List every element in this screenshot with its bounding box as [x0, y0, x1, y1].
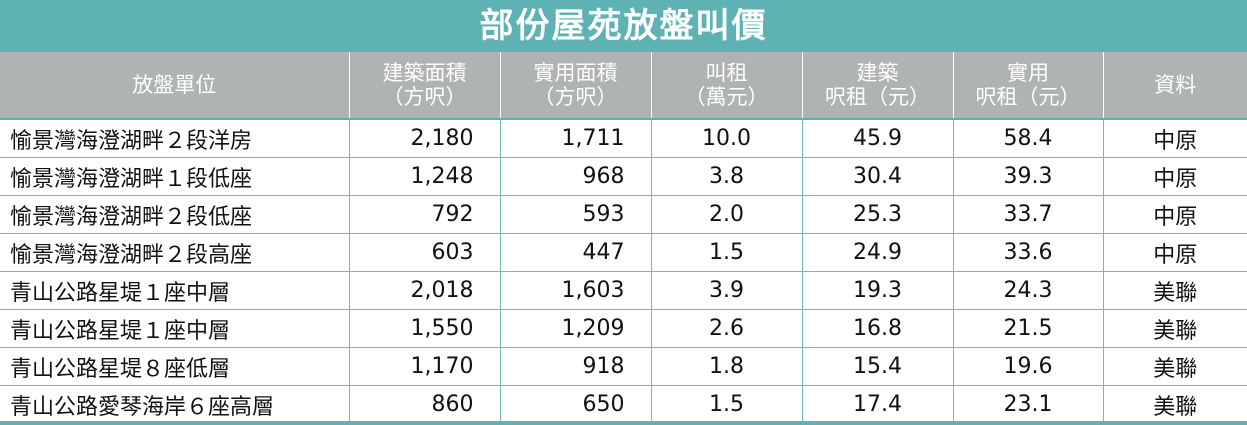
- cell-unit: 青山公路星堤１座中層: [0, 271, 349, 310]
- cell-gross-psf: 30.4: [801, 157, 953, 196]
- cell-gross-psf: 45.9: [801, 119, 953, 158]
- cell-asking-rent: 10.0: [650, 119, 802, 158]
- cell-gross-area: 1,248: [348, 157, 500, 196]
- cell-asking-rent: 1.8: [650, 347, 802, 386]
- table-row: 青山公路星堤８座低層 1,170 918 1.8 15.4 19.6 美聯: [0, 347, 1247, 386]
- cell-saleable-psf: 21.5: [952, 309, 1103, 348]
- cell-gross-psf: 17.4: [801, 385, 953, 424]
- cell-gross-area: 1,170: [348, 347, 500, 386]
- cell-gross-area: 603: [348, 233, 500, 272]
- table-row: 青山公路星堤１座中層 1,550 1,209 2.6 16.8 21.5 美聯: [0, 309, 1247, 348]
- cell-gross-psf: 25.3: [801, 195, 953, 234]
- cell-unit: 愉景灣海澄湖畔２段洋房: [0, 119, 349, 158]
- cell-gross-area: 1,550: [348, 309, 500, 348]
- cell-source: 美聯: [1102, 347, 1247, 386]
- cell-saleable-area: 447: [499, 233, 651, 272]
- cell-source: 中原: [1102, 233, 1247, 272]
- table-row: 青山公路愛琴海岸６座高層 860 650 1.5 17.4 23.1 美聯: [0, 385, 1247, 424]
- cell-gross-area: 2,018: [348, 271, 500, 310]
- bottom-divider: [0, 421, 1247, 425]
- cell-asking-rent: 1.5: [650, 233, 802, 272]
- cell-asking-rent: 2.0: [650, 195, 802, 234]
- cell-saleable-area: 650: [499, 385, 651, 424]
- cell-source: 美聯: [1102, 271, 1247, 310]
- cell-saleable-area: 918: [499, 347, 651, 386]
- cell-unit: 青山公路星堤１座中層: [0, 309, 349, 348]
- cell-saleable-psf: 19.6: [952, 347, 1103, 386]
- table-row: 愉景灣海澄湖畔１段低座 1,248 968 3.8 30.4 39.3 中原: [0, 157, 1247, 196]
- cell-unit: 愉景灣海澄湖畔１段低座: [0, 157, 349, 196]
- cell-unit: 愉景灣海澄湖畔２段低座: [0, 195, 349, 234]
- header-asking-rent: 叫租 （萬元）: [650, 52, 802, 120]
- cell-unit: 青山公路愛琴海岸６座高層: [0, 385, 349, 424]
- cell-gross-area: 860: [348, 385, 500, 424]
- header-source: 資料: [1102, 52, 1247, 120]
- cell-unit: 青山公路星堤８座低層: [0, 347, 349, 386]
- cell-source: 中原: [1102, 195, 1247, 234]
- table-row: 青山公路星堤１座中層 2,018 1,603 3.9 19.3 24.3 美聯: [0, 271, 1247, 310]
- cell-gross-psf: 24.9: [801, 233, 953, 272]
- cell-asking-rent: 3.9: [650, 271, 802, 310]
- table-row: 愉景灣海澄湖畔２段洋房 2,180 1,711 10.0 45.9 58.4 中…: [0, 119, 1247, 158]
- cell-asking-rent: 1.5: [650, 385, 802, 424]
- cell-saleable-area: 1,209: [499, 309, 651, 348]
- cell-gross-psf: 19.3: [801, 271, 953, 310]
- cell-saleable-psf: 58.4: [952, 119, 1103, 158]
- table-title: 部份屋苑放盤叫價: [0, 0, 1247, 52]
- cell-saleable-psf: 24.3: [952, 271, 1103, 310]
- cell-source: 美聯: [1102, 309, 1247, 348]
- header-gross-area: 建築面積 （方呎）: [348, 52, 500, 120]
- cell-source: 中原: [1102, 119, 1247, 158]
- cell-unit: 愉景灣海澄湖畔２段高座: [0, 233, 349, 272]
- cell-saleable-psf: 33.6: [952, 233, 1103, 272]
- cell-asking-rent: 3.8: [650, 157, 802, 196]
- table-row: 愉景灣海澄湖畔２段高座 603 447 1.5 24.9 33.6 中原: [0, 233, 1247, 272]
- header-row: 放盤單位 建築面積 （方呎） 實用面積 （方呎） 叫租 （萬元） 建築 呎租（元） 實用…: [0, 52, 1247, 120]
- header-saleable-psf: 實用 呎租（元）: [952, 52, 1103, 120]
- cell-gross-area: 2,180: [348, 119, 500, 158]
- cell-saleable-area: 1,711: [499, 119, 651, 158]
- header-unit: 放盤單位: [0, 52, 349, 120]
- cell-saleable-area: 593: [499, 195, 651, 234]
- cell-saleable-psf: 23.1: [952, 385, 1103, 424]
- cell-saleable-psf: 33.7: [952, 195, 1103, 234]
- header-saleable-area: 實用面積 （方呎）: [499, 52, 651, 120]
- cell-saleable-area: 968: [499, 157, 651, 196]
- listing-table: 放盤單位 建築面積 （方呎） 實用面積 （方呎） 叫租 （萬元） 建築 呎租（元） 實用…: [0, 52, 1247, 424]
- cell-gross-psf: 15.4: [801, 347, 953, 386]
- cell-saleable-area: 1,603: [499, 271, 651, 310]
- cell-source: 美聯: [1102, 385, 1247, 424]
- cell-saleable-psf: 39.3: [952, 157, 1103, 196]
- cell-source: 中原: [1102, 157, 1247, 196]
- cell-gross-area: 792: [348, 195, 500, 234]
- cell-gross-psf: 16.8: [801, 309, 953, 348]
- cell-asking-rent: 2.6: [650, 309, 802, 348]
- table-row: 愉景灣海澄湖畔２段低座 792 593 2.0 25.3 33.7 中原: [0, 195, 1247, 234]
- header-gross-psf: 建築 呎租（元）: [801, 52, 953, 120]
